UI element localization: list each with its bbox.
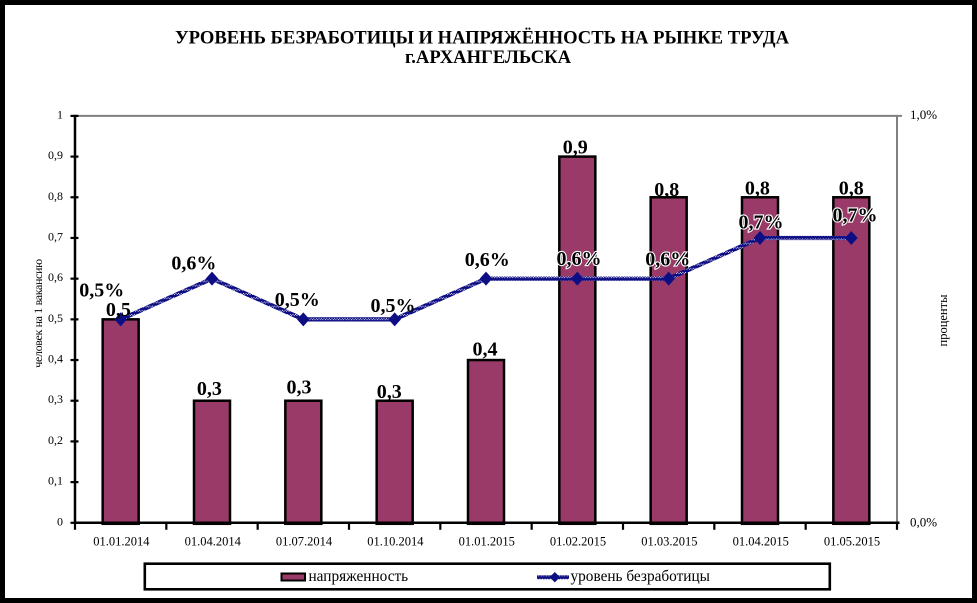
svg-text:УРОВЕНЬ БЕЗРАБОТИЦЫ И НАПРЯЖЁН: УРОВЕНЬ БЕЗРАБОТИЦЫ И НАПРЯЖЁННОСТЬ НА Р… xyxy=(175,28,790,49)
svg-text:01.04.2014: 01.04.2014 xyxy=(185,534,242,548)
svg-text:0,6%: 0,6% xyxy=(465,249,510,271)
svg-text:01.10.2014: 01.10.2014 xyxy=(367,534,424,548)
svg-text:напряженность: напряженность xyxy=(309,568,409,585)
svg-text:0,4: 0,4 xyxy=(48,352,63,366)
svg-text:0,3: 0,3 xyxy=(197,378,222,400)
svg-text:проценты: проценты xyxy=(936,294,950,347)
svg-text:0,1: 0,1 xyxy=(48,474,63,488)
svg-text:0,6%: 0,6% xyxy=(171,253,216,275)
svg-text:человек на 1 вакансию: человек на 1 вакансию xyxy=(31,259,45,368)
svg-text:01.01.2015: 01.01.2015 xyxy=(459,534,515,548)
svg-text:0,8: 0,8 xyxy=(48,189,63,203)
svg-text:уровень безработицы: уровень безработицы xyxy=(571,568,710,585)
svg-text:0,8: 0,8 xyxy=(839,178,864,200)
svg-text:0,9: 0,9 xyxy=(48,148,63,162)
svg-text:01.02.2015: 01.02.2015 xyxy=(550,534,606,548)
svg-text:0,5%: 0,5% xyxy=(79,279,124,301)
svg-text:г.АРХАНГЕЛЬСКА: г.АРХАНГЕЛЬСКА xyxy=(405,47,572,68)
svg-text:0,4: 0,4 xyxy=(473,338,498,360)
svg-text:0,8: 0,8 xyxy=(654,179,679,201)
svg-text:0,3: 0,3 xyxy=(377,381,402,403)
svg-text:01.05.2015: 01.05.2015 xyxy=(824,534,880,548)
svg-text:0,0%: 0,0% xyxy=(910,515,937,530)
svg-text:0,3: 0,3 xyxy=(287,377,312,399)
svg-text:0,7%: 0,7% xyxy=(833,205,878,227)
svg-text:0: 0 xyxy=(57,514,63,528)
svg-text:0,5: 0,5 xyxy=(106,299,131,321)
svg-text:0,2: 0,2 xyxy=(48,433,63,447)
svg-text:0,5%: 0,5% xyxy=(371,295,416,317)
svg-text:0,6%: 0,6% xyxy=(557,248,602,270)
svg-text:0,6%: 0,6% xyxy=(645,248,690,270)
svg-text:1: 1 xyxy=(57,107,63,121)
svg-text:0,3: 0,3 xyxy=(48,392,63,406)
svg-text:0,8: 0,8 xyxy=(745,178,770,200)
svg-text:01.01.2014: 01.01.2014 xyxy=(93,534,150,548)
svg-text:0,5: 0,5 xyxy=(48,311,63,325)
svg-text:1,0%: 1,0% xyxy=(910,107,937,122)
svg-text:0,9: 0,9 xyxy=(563,137,588,159)
svg-text:0,6: 0,6 xyxy=(48,270,63,284)
svg-text:01.03.2015: 01.03.2015 xyxy=(641,534,697,548)
svg-text:0,7: 0,7 xyxy=(48,229,63,243)
svg-text:0,5%: 0,5% xyxy=(275,289,320,311)
svg-text:0,7%: 0,7% xyxy=(739,211,784,233)
svg-text:01.07.2014: 01.07.2014 xyxy=(276,534,333,548)
svg-text:01.04.2015: 01.04.2015 xyxy=(733,534,789,548)
